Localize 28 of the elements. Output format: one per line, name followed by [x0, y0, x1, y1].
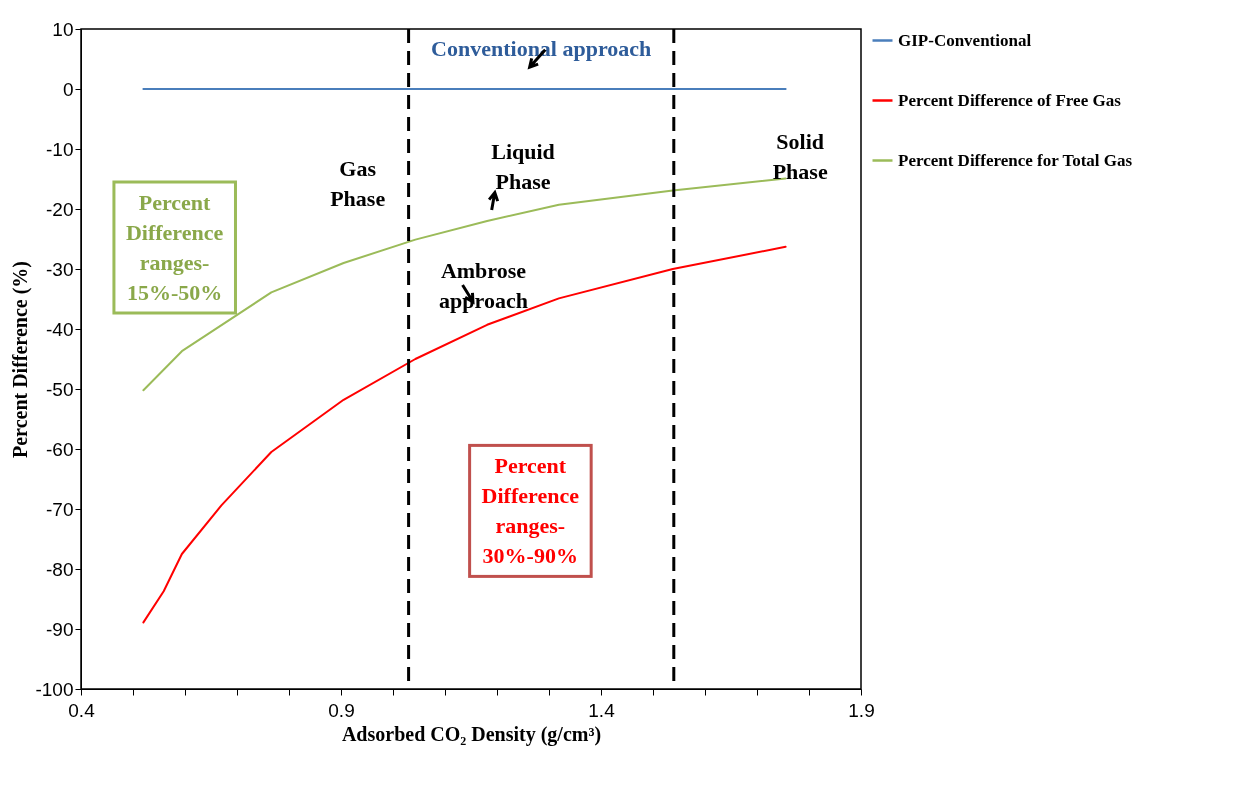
- y-tick-label: -10: [46, 138, 74, 160]
- legend-label: Percent Difference for Total Gas: [898, 150, 1133, 170]
- x-tick-label: 0.9: [328, 699, 355, 721]
- annotation: Percent Difference ranges- 30%-90%: [481, 453, 580, 569]
- x-tick-label: 1.9: [848, 699, 875, 721]
- annotation: Percent Difference ranges- 15%-50%: [125, 190, 224, 305]
- annotation: Liquid Phase: [491, 139, 555, 194]
- annotation: Solid Phase: [772, 129, 828, 185]
- legend-label: Percent Difference of Free Gas: [898, 90, 1122, 110]
- annotation: Conventional approach: [431, 36, 652, 62]
- y-tick-label: -40: [46, 318, 74, 340]
- y-tick-label: 0: [62, 78, 74, 100]
- y-tick-label: -20: [46, 198, 74, 220]
- y-tick-label: -80: [46, 558, 74, 580]
- x-tick-label: 0.4: [68, 699, 96, 721]
- legend-label: GIP-Conventional: [898, 30, 1032, 50]
- annotation: Gas Phase: [330, 155, 386, 211]
- y-tick-label: -70: [46, 498, 74, 520]
- x-axis-title: Adsorbed CO₂ Density (g/cm³): [341, 722, 602, 746]
- y-tick-label: -30: [46, 258, 74, 280]
- y-tick-label: -60: [46, 438, 74, 460]
- y-tick-label: -90: [46, 618, 74, 640]
- y-tick-label: 10: [52, 18, 74, 40]
- y-axis-title: Percent Difference (%): [9, 261, 33, 458]
- y-tick-label: -50: [46, 378, 74, 400]
- annotation: Ambrose approach: [439, 258, 528, 314]
- y-tick-label: -100: [35, 678, 74, 700]
- x-tick-label: 1.4: [588, 699, 616, 721]
